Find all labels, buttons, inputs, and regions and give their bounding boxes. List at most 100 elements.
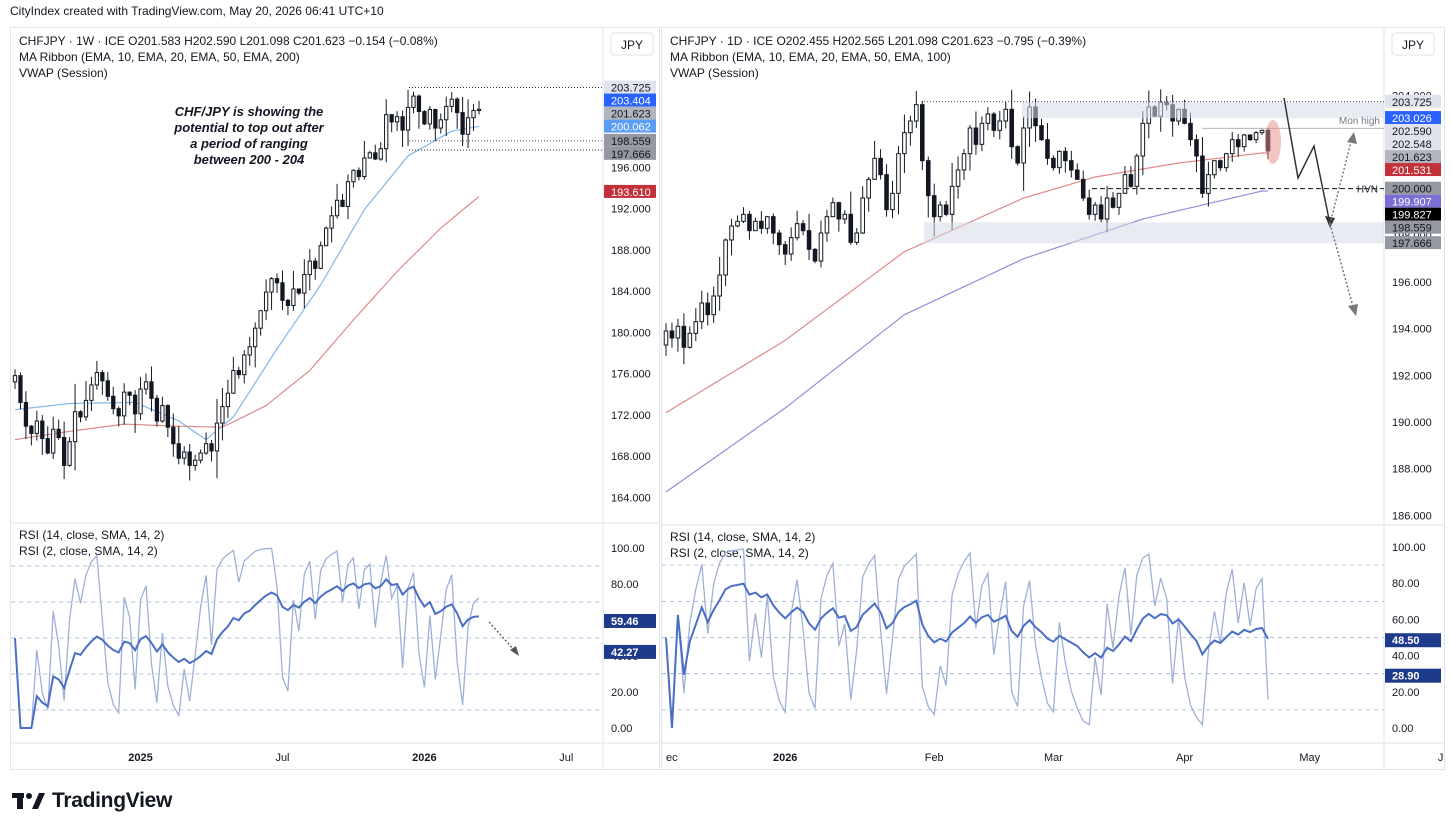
- candle-body: [476, 108, 482, 112]
- price-label-text: 203.725: [611, 83, 651, 95]
- candle-body: [896, 153, 901, 194]
- candle-body: [89, 384, 94, 401]
- candle-body: [1080, 178, 1086, 199]
- price-label-bg: [604, 146, 656, 160]
- ohlc-o: O201.583: [128, 34, 184, 48]
- candle-body: [405, 106, 411, 131]
- ema50-line: [665, 152, 1268, 414]
- candle-body: [1092, 204, 1098, 215]
- indicator-legend-0: MA Ribbon (EMA, 10, EMA, 20, EMA, 50, EM…: [19, 50, 300, 64]
- price-tick-label: 194.000: [1392, 324, 1432, 336]
- candle-body: [741, 213, 746, 222]
- candle-body: [198, 452, 203, 461]
- price-label-text: 197.666: [611, 149, 651, 161]
- price-label-bg: [1385, 94, 1441, 108]
- candle-body: [1051, 157, 1056, 169]
- candle-body: [860, 197, 865, 234]
- candle-body: [187, 451, 192, 466]
- candle-body: [127, 391, 132, 396]
- candle-body: [925, 160, 931, 197]
- rsi-value-bg: [604, 613, 656, 628]
- tradingview-logo[interactable]: TradingView: [12, 788, 172, 814]
- candle-body: [961, 153, 967, 171]
- candle-body: [111, 395, 116, 410]
- time-tick-label: 2026: [412, 752, 436, 764]
- candle-body: [675, 325, 681, 339]
- time-tick-label: ec: [666, 752, 678, 764]
- candle-body: [160, 405, 165, 422]
- rsi-2-line: [14, 547, 480, 729]
- price-label: 193.610: [604, 184, 656, 199]
- candle-body: [225, 392, 231, 408]
- price-label-text: 198.559: [1392, 223, 1432, 235]
- candle-body: [1134, 155, 1140, 187]
- rsi-tick-label: 80.00: [611, 579, 639, 591]
- bullish-arrowhead: [1347, 132, 1357, 144]
- candle-body: [203, 443, 209, 454]
- price-tick-label: 172.000: [611, 410, 651, 422]
- rsi-value-bg: [1385, 633, 1441, 648]
- candle-body: [1223, 153, 1229, 169]
- annotation-line-2: a period of ranging: [190, 136, 308, 151]
- candle-body: [334, 199, 340, 217]
- ohlc-chg: −0.795 (−0.39%): [997, 34, 1086, 48]
- candle-body: [824, 216, 830, 234]
- candle-body: [1218, 160, 1223, 169]
- candle-body: [51, 428, 56, 454]
- tradingview-logo-icon: [12, 793, 45, 809]
- candle-body: [979, 122, 985, 145]
- rsi-legend-0: RSI (14, close, SMA, 14, 2): [670, 530, 815, 544]
- candle-body: [1247, 134, 1253, 141]
- candle-body: [782, 244, 788, 255]
- rsi-value-label: 59.46: [604, 613, 656, 628]
- daily-chart-panel[interactable]: JPY CHFJPY · 1D · ICE O202.455 H202.565 L…: [661, 27, 1451, 770]
- candle-body: [914, 104, 919, 122]
- rsi-14-line: [14, 577, 480, 729]
- candle-body: [94, 372, 100, 386]
- price-label-bg: [1385, 194, 1441, 208]
- projected-decline-arrow: [1283, 97, 1331, 225]
- candle-body: [72, 411, 78, 443]
- ema100-line: [665, 190, 1268, 493]
- candle-body: [1206, 174, 1211, 194]
- ohlc-legend: CHFJPY · 1D · ICE O202.455 H202.565 L201…: [670, 34, 1086, 48]
- annotation-line-3: between 200 - 204: [194, 152, 305, 167]
- price-label-bg: [1385, 150, 1441, 164]
- rsi-tick-label: 20.00: [1392, 687, 1420, 699]
- rsi-value-bg: [1385, 668, 1441, 683]
- price-tick-label: 190.000: [1392, 417, 1432, 429]
- daily-chart-svg[interactable]: JPY CHFJPY · 1D · ICE O202.455 H202.565 L…: [662, 28, 1451, 769]
- candle-body: [931, 195, 937, 218]
- price-label: 200.000: [1385, 181, 1441, 196]
- candle-body: [362, 157, 367, 178]
- candle-body: [105, 380, 110, 397]
- candle-body: [735, 220, 740, 227]
- price-label-bg: [604, 80, 656, 94]
- ohlc-chg: −0.154 (−0.08%): [348, 34, 437, 48]
- price-label: 203.725: [604, 80, 656, 95]
- weekly-chart-panel[interactable]: JPY CHFJPY · 1W · ICE O201.583 H202.590 L…: [10, 27, 660, 770]
- candle-body: [842, 213, 848, 220]
- candle-body: [444, 105, 449, 121]
- candle-body: [681, 325, 687, 348]
- rsi-value-text: 42.27: [611, 647, 639, 659]
- candle-body: [389, 114, 394, 123]
- candle-body: [307, 260, 312, 276]
- time-tick-label: Apr: [1176, 752, 1193, 764]
- price-label-text: 197.666: [1392, 238, 1432, 250]
- currency-button-bg: [610, 32, 654, 56]
- candle-body: [669, 330, 675, 339]
- rsi-legend-1: RSI (2, close, SMA, 14, 2): [19, 544, 158, 558]
- time-tick-label: 2026: [773, 752, 797, 764]
- candle-body: [56, 428, 61, 439]
- currency-button: JPY: [1391, 32, 1435, 56]
- weekly-chart-svg[interactable]: JPY CHFJPY · 1W · ICE O201.583 H202.590 L…: [11, 28, 659, 769]
- candle-body: [247, 346, 252, 356]
- price-label: 202.548: [1385, 137, 1441, 151]
- candle-body: [258, 310, 263, 329]
- ohlc-l: L201.098: [240, 34, 293, 48]
- price-label-text: 199.827: [1392, 210, 1432, 222]
- candle-body: [356, 169, 362, 178]
- candle-body: [149, 381, 154, 399]
- price-label-bg: [1385, 111, 1441, 125]
